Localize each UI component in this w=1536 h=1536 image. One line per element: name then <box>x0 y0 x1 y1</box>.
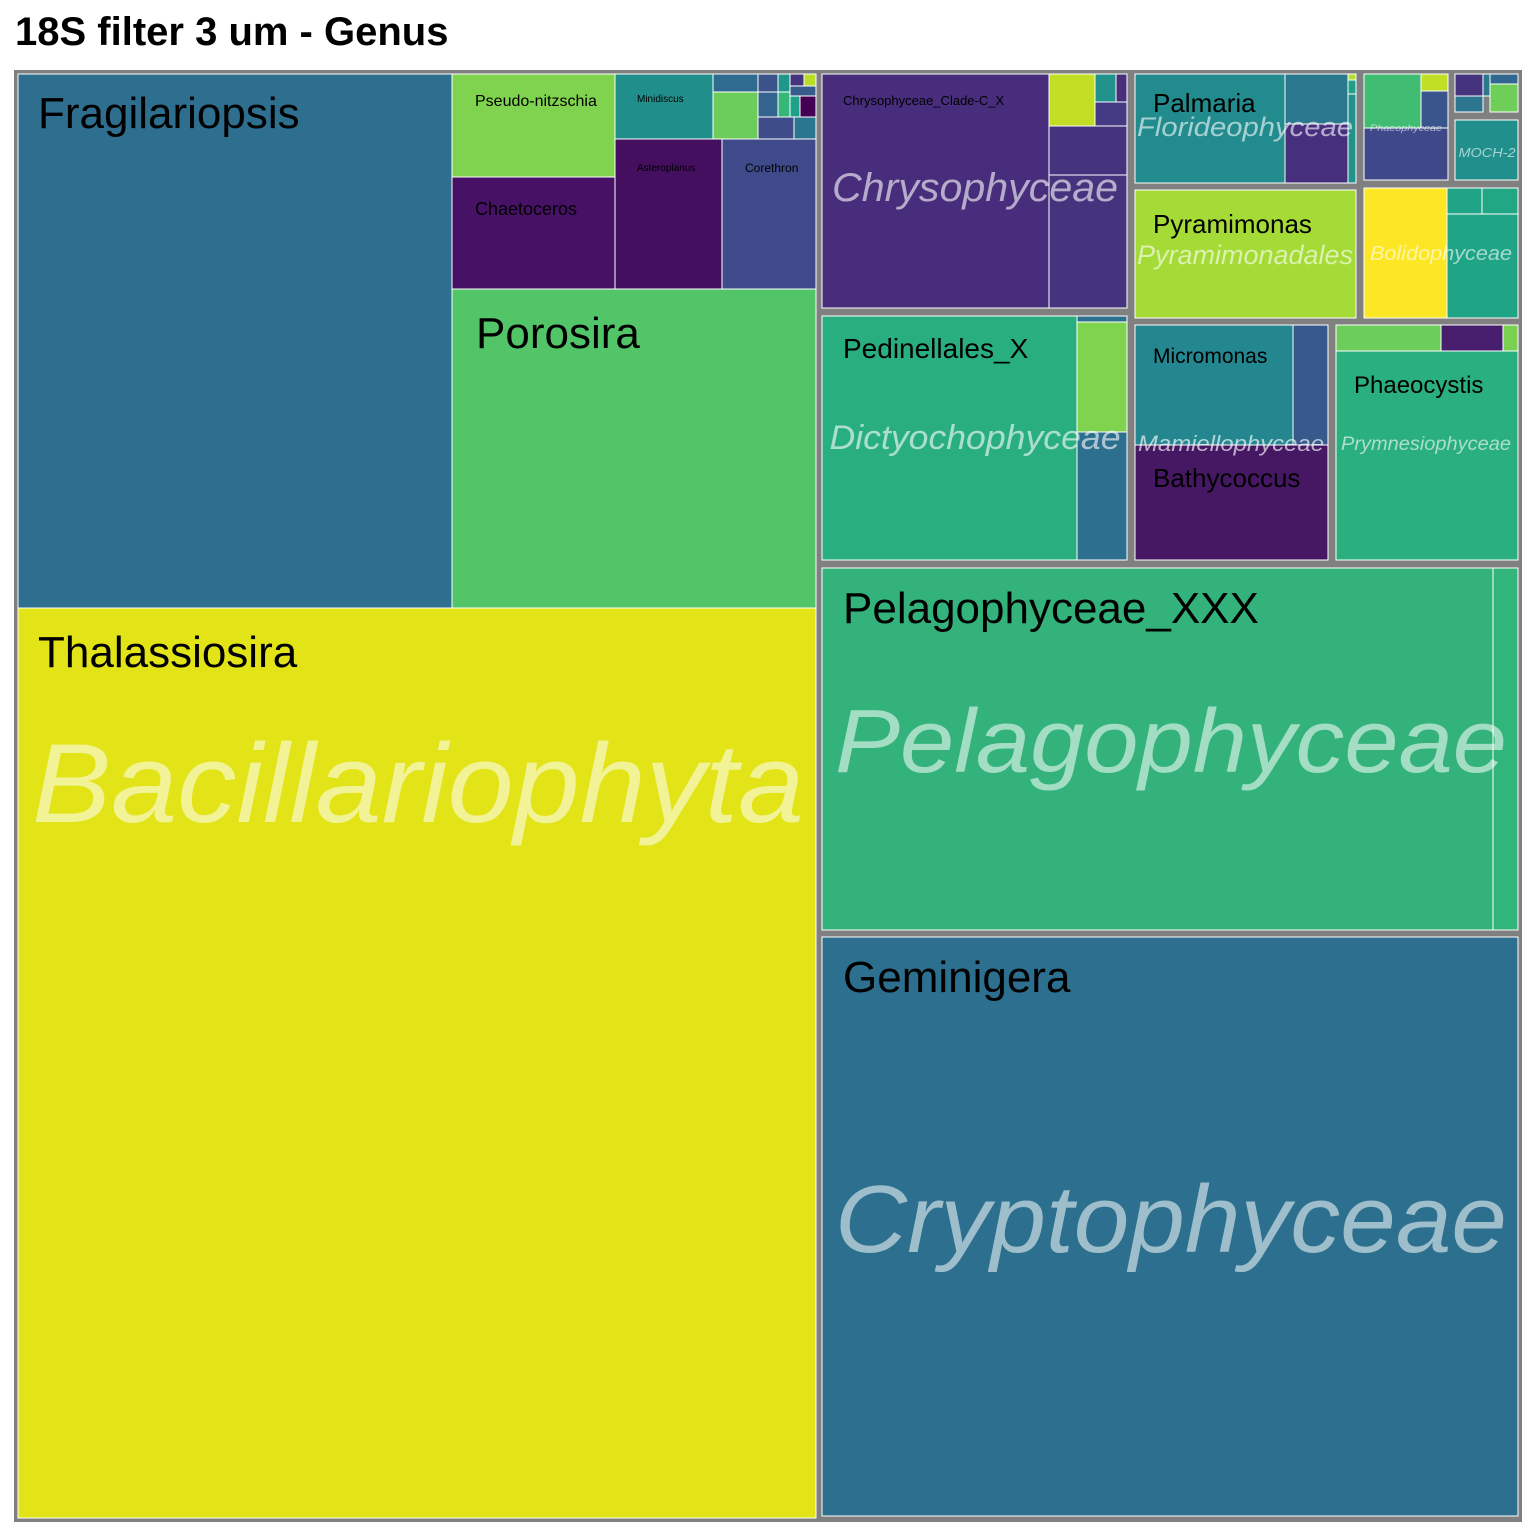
genus-label-fragilariopsis: Fragilariopsis <box>38 89 300 138</box>
tile-minor-group-5 <box>1489 83 1519 113</box>
tile-chrysophyceae-minor-1 <box>1048 73 1096 127</box>
tile-bacillariophyta-minor-10 <box>789 95 801 118</box>
tile-phaeophyceae-2 <box>1420 73 1449 92</box>
tile-prymnesiophyceae-minor-3 <box>1502 324 1519 352</box>
genus-label-asteroplanus: Asteroplanus <box>637 163 695 174</box>
tile-chrysophyceae-minor-4 <box>1094 101 1128 127</box>
tile-bacillariophyta-minor-7 <box>757 91 779 118</box>
tile-bacillariophyta-minor-11 <box>799 95 817 118</box>
tile-fragilariopsis <box>17 73 453 609</box>
group-label-prymnesiophyceae: Prymnesiophyceae <box>1341 434 1511 455</box>
group-label-bacillariophyta: Bacillariophyta <box>32 721 804 846</box>
genus-label-thalassiosira: Thalassiosira <box>38 628 298 677</box>
group-label-florideophyceae: Florideophyceae <box>1137 112 1353 142</box>
tile-prymnesiophyceae-minor-1 <box>1335 324 1442 352</box>
tile-phaeophyceae-4 <box>1363 127 1449 181</box>
tile-pedinellales-x <box>821 315 1078 561</box>
tile-bolidophyceae-4 <box>1446 213 1519 319</box>
tile-bolidophyceae-2 <box>1446 187 1483 215</box>
tile-bacillariophyta-minor-6 <box>803 73 817 87</box>
genus-label-palmaria: Palmaria <box>1153 88 1256 118</box>
tile-geminigera <box>821 936 1519 1517</box>
genus-label-pelagophyceae-xxx: Pelagophyceae_XXX <box>843 584 1259 633</box>
tile-bacillariophyta-minor-8 <box>777 91 791 118</box>
tile-florideophyceae-minor-4 <box>1347 79 1357 95</box>
tile-bacillariophyta-minor-12 <box>757 116 795 140</box>
tile-phaeocystis <box>1335 350 1519 561</box>
tile-minor-group-3 <box>1454 95 1484 113</box>
group-label-dictyochophyceae: Dictyochophyceae <box>830 419 1121 457</box>
tile-bacillariophyta-minor-3 <box>757 73 779 93</box>
genus-label-minidiscus: Minidiscus <box>637 94 684 105</box>
group-label-cryptophyceae: Cryptophyceae <box>835 1166 1507 1273</box>
group-label-mamiellophyceae: Mamiellophyceae <box>1138 431 1324 456</box>
tile-porosira <box>451 288 817 609</box>
tile-florideophyceae-minor-5 <box>1347 93 1357 184</box>
tile-bacillariophyta-minor-2 <box>712 91 759 140</box>
group-label-pyramimonadales: Pyramimonadales <box>1137 240 1353 270</box>
tile-pelagophyceae-minor-1 <box>1492 567 1519 931</box>
tile-pseudo-nitzschia <box>451 73 616 178</box>
tile-chrysophyceae-clade-c-x <box>821 73 1050 309</box>
genus-label-chrysophyceae-clade-c-x: Chrysophyceae_Clade-C_X <box>843 93 1004 108</box>
tile-bacillariophyta-minor-4 <box>777 73 791 93</box>
tile-bacillariophyta-minor-5 <box>789 73 805 87</box>
tile-thalassiosira <box>17 607 817 1519</box>
group-label-moch-2: MOCH-2 <box>1459 145 1517 160</box>
genus-label-bathycoccus: Bathycoccus <box>1153 463 1300 493</box>
tile-bacillariophyta-minor-9 <box>789 85 817 97</box>
group-label-phaeophyceae: Phaeophyceae <box>1370 123 1442 133</box>
tile-bathycoccus <box>1134 444 1329 561</box>
genus-label-pedinellales-x: Pedinellales_X <box>843 333 1029 364</box>
genus-label-porosira: Porosira <box>476 309 640 358</box>
genus-label-pyramimonas: Pyramimonas <box>1153 209 1312 239</box>
tile-corethron <box>721 138 817 290</box>
tile-phaeophyceae-1 <box>1363 73 1422 129</box>
tile-micromonas <box>1134 324 1294 446</box>
tile-chrysophyceae-minor-6 <box>1048 174 1128 309</box>
tile-pyramimonas <box>1134 189 1357 319</box>
tile-mamiellophyceae-minor-1 <box>1292 324 1329 446</box>
genus-label-pseudo-nitzschia: Pseudo-nitzschia <box>475 93 597 110</box>
tile-minor-group-2 <box>1482 73 1491 97</box>
tile-asteroplanus <box>614 138 723 290</box>
tile-chaetoceros <box>451 176 616 290</box>
tile-phaeophyceae-3 <box>1420 90 1449 129</box>
tile-minidiscus <box>614 73 714 140</box>
tile-bolidophyceae-3 <box>1481 187 1519 215</box>
genus-label-geminigera: Geminigera <box>843 953 1071 1002</box>
tile-dictyochophyceae-minor-3 <box>1076 431 1128 561</box>
genus-label-micromonas: Micromonas <box>1153 345 1267 368</box>
tile-minor-group-4 <box>1489 73 1519 85</box>
tile-moch-2-1 <box>1454 119 1519 181</box>
tile-chrysophyceae-minor-2 <box>1094 73 1117 103</box>
tile-bacillariophyta-minor-13 <box>793 116 817 140</box>
tile-florideophyceae-minor-2 <box>1284 123 1349 184</box>
tile-dictyochophyceae-minor-1 <box>1076 315 1128 323</box>
genus-label-corethron: Corethron <box>745 161 798 175</box>
tile-dictyochophyceae-minor-2 <box>1076 321 1128 433</box>
tile-minor-group-1 <box>1454 73 1484 97</box>
chart-title: 18S filter 3 um - Genus <box>15 10 449 54</box>
tile-pelagophyceae-xxx <box>821 567 1494 931</box>
tile-palmaria <box>1134 73 1286 184</box>
tile-bolidophyceae-1 <box>1363 187 1448 319</box>
tile-florideophyceae-minor-3 <box>1347 73 1357 81</box>
group-label-pelagophyceae: Pelagophyceae <box>835 692 1507 792</box>
tile-prymnesiophyceae-minor-2 <box>1440 324 1504 352</box>
group-label-bolidophyceae: Bolidophyceae <box>1370 243 1512 265</box>
genus-label-chaetoceros: Chaetoceros <box>475 199 577 219</box>
genus-label-phaeocystis: Phaeocystis <box>1354 372 1483 399</box>
tile-chrysophyceae-minor-5 <box>1048 125 1128 176</box>
group-label-chrysophyceae: Chrysophyceae <box>832 166 1118 210</box>
tile-chrysophyceae-minor-3 <box>1115 73 1128 103</box>
tile-bacillariophyta-minor-1 <box>712 73 759 93</box>
